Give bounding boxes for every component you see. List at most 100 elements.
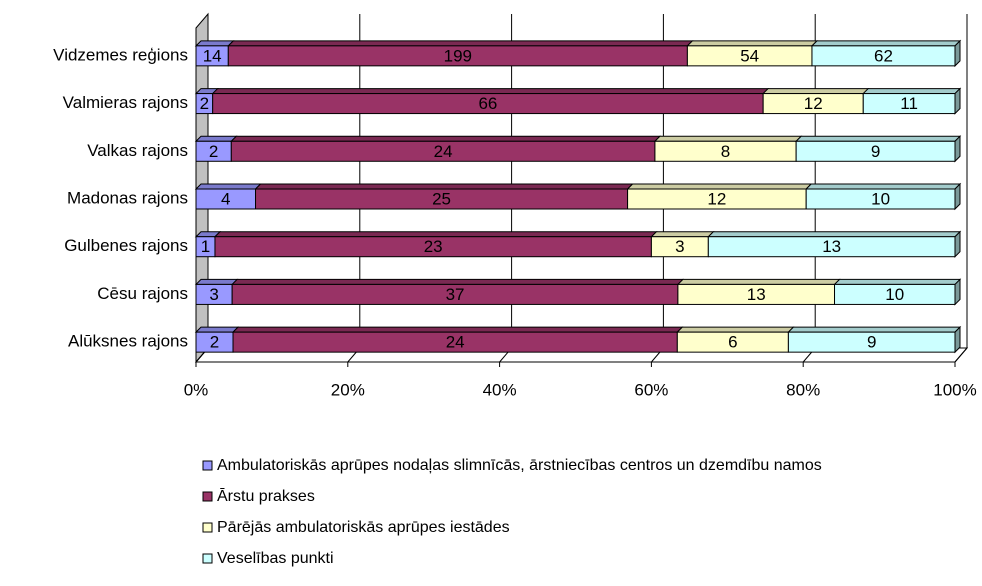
bar [834,283,956,305]
legend-swatch [202,522,213,533]
bar-top [194,135,238,142]
bar-top [194,40,235,47]
bar-top [761,88,870,95]
bar-segment [833,278,962,306]
bar-side [954,87,961,115]
bar [811,45,956,67]
data-label: 54 [740,46,759,65]
bar-top [804,183,962,190]
y-tick-label: Alūksnes rajons [68,332,188,351]
bar [787,331,956,353]
data-label: 2 [200,94,209,113]
bar-segment [653,135,803,162]
data-label: 4 [221,189,230,208]
bar-top [810,40,962,47]
data-label: 9 [871,142,880,161]
x-tick-label: 100% [933,380,976,399]
bar-side [954,230,961,258]
bar-top [676,326,795,333]
bar-top [833,278,962,285]
bar-segment [194,326,240,353]
bar [795,140,956,162]
bar-top [862,88,962,95]
bar-segment [230,135,662,162]
x-tick-label: 80% [786,380,820,399]
data-label: 12 [707,189,726,208]
bar-segment [626,183,813,210]
data-label: 10 [871,189,890,208]
data-label: 2 [209,142,218,161]
data-label: 12 [804,94,823,113]
bar-segment [194,88,219,115]
y-tick-label: Valmieras rajons [63,93,188,112]
grid-line [954,347,968,363]
bar-side [954,325,961,354]
bar-segment [194,183,262,210]
legend-swatch [202,491,213,502]
y-tick-label: Madonas rajons [67,188,188,207]
data-label: 11 [900,94,918,113]
bar-segment [254,183,634,210]
bar-top [230,135,662,142]
bar [805,188,956,210]
x-tick-label: 40% [483,380,517,399]
bar-top [230,278,685,285]
bar-segment [794,135,962,163]
data-label: 2 [210,333,219,352]
y-tick-label: Vidzemes reģions [53,45,188,64]
bar-top [626,183,813,190]
bar-top [227,40,694,47]
data-label: 9 [867,333,876,352]
bar-top [211,88,770,95]
x-tick-label: 20% [331,380,365,399]
bar-side [954,182,961,211]
bar-segment [194,231,222,258]
data-label: 10 [885,285,904,304]
data-label: 8 [721,142,730,161]
legend-swatch [202,553,213,564]
bar-segment [194,40,235,67]
data-label: 25 [432,189,451,208]
bar-side [954,135,961,163]
data-label: 1 [201,237,210,256]
y-tick-label: Gulbenes rajons [64,236,188,255]
data-label: 14 [203,46,222,65]
bar-segment [213,231,658,258]
bar-top [650,231,715,238]
data-label: 6 [728,333,737,352]
bar-top [194,278,239,285]
bar-side [954,278,961,306]
data-label: 62 [874,46,893,65]
y-tick-label: Valkas rajons [87,141,188,160]
legend-swatch [202,460,213,471]
data-label: 199 [444,46,472,65]
data-label: 3 [675,237,684,256]
bar-top [254,183,634,190]
bar-segment [787,325,962,354]
bar-top [794,135,962,142]
data-label: 37 [446,285,465,304]
bar-top [787,326,962,333]
bar-top [194,183,262,190]
x-tick-label: 0% [184,380,209,399]
legend-label: Pārējās ambulatoriskās aprūpes iestādes [217,519,510,536]
bar-segment [862,87,962,115]
legend-label: Ambulatoriskās aprūpes nodaļas slimnīcās… [217,457,822,474]
bar-segment [707,230,962,258]
data-label: 13 [822,237,841,256]
bar-top [194,326,240,333]
data-label: 3 [209,285,218,304]
legend-label: Ārstu prakses [217,487,315,505]
bar [862,93,956,115]
bar-top [686,40,819,47]
bar-top [213,231,658,238]
bar-side [954,39,961,68]
data-label: 13 [747,285,766,304]
data-label: 66 [478,94,497,113]
bar-segment [810,39,962,68]
bar-segment [804,182,962,211]
bar-top [707,231,962,238]
legend-label: Veselības punkti [217,550,334,567]
data-label: 24 [446,333,465,352]
